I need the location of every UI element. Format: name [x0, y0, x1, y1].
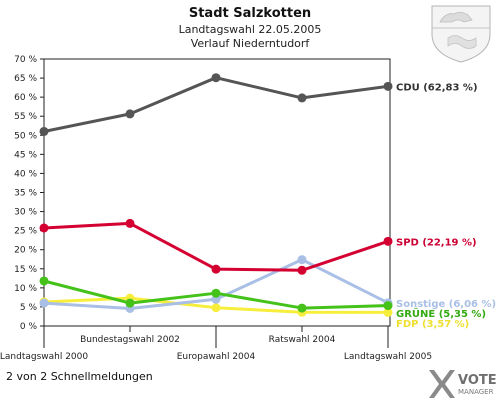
y-tick-label: 35 %	[14, 189, 37, 199]
end-label-sonstige: Sonstige (6,06 %)	[396, 299, 496, 310]
y-tick-label: 30 %	[14, 208, 37, 218]
x-tick-label: Landtagswahl 2005	[344, 352, 432, 362]
y-tick-label: 5 %	[20, 303, 38, 313]
y-tick-label: 15 %	[14, 265, 37, 275]
footer-note: 2 von 2 Schnellmeldungen	[6, 370, 153, 383]
coat-of-arms-icon	[431, 5, 491, 63]
y-tick-label: 55 %	[14, 112, 37, 122]
end-label-spd: SPD (22,19 %)	[396, 237, 477, 248]
series-point-fdp	[211, 303, 221, 313]
series-point-sonstige	[39, 298, 49, 308]
end-label-grüne: GRÜNE (5,35 %)	[396, 306, 486, 320]
series-line-spd	[43, 221, 389, 272]
series-point-grüne	[125, 298, 135, 308]
y-tick-label: 65 %	[14, 74, 37, 84]
series-point-spd	[383, 236, 393, 246]
plot-area-frame	[43, 58, 391, 327]
x-tick-label: Landtagswahl 2000	[0, 352, 88, 362]
series-point-grüne	[297, 303, 307, 313]
end-label-layer: CDU (62,83 %) SPD (22,19 %) Sonstige (6,06…	[396, 82, 496, 330]
y-tick-label: 70 %	[14, 55, 37, 65]
brand-vote-text: VOTE	[458, 373, 497, 388]
series-point-cdu	[125, 109, 135, 119]
y-tick-label: 45 %	[14, 150, 37, 160]
series-point-spd	[211, 264, 221, 274]
y-axis: 0 % 5 % 10 % 15 % 20 % 25 % 30 % 35 % 40 % 45 % 50…	[14, 55, 44, 332]
y-tick-label: 50 %	[14, 131, 37, 141]
x-tick-label: Bundestagswahl 2002	[80, 335, 180, 345]
chart-subtitle-election: Landtagswahl 22.05.2005	[179, 23, 322, 36]
chart-subtitle-district: Verlauf Niederntudorf	[191, 37, 311, 50]
series-line-cdu	[43, 76, 389, 133]
y-tick-label: 60 %	[14, 93, 37, 103]
end-label-cdu: CDU (62,83 %)	[396, 82, 478, 93]
brand-manager-text: MANAGER	[458, 388, 494, 396]
series-point-grüne	[39, 276, 49, 286]
series-point-fdp	[383, 307, 393, 317]
series-point-spd	[39, 223, 49, 233]
y-tick-label: 25 %	[14, 227, 37, 237]
end-label-fdp: FDP (3,57 %)	[396, 319, 469, 330]
x-tick-label: Ratswahl 2004	[269, 335, 336, 345]
series-point-sonstige	[297, 255, 307, 265]
y-tick-label: 20 %	[14, 246, 37, 256]
series-point-cdu	[211, 73, 221, 83]
series-point-spd	[297, 265, 307, 275]
series-point-spd	[125, 218, 135, 228]
series-point-cdu	[39, 126, 49, 136]
series-point-grüne	[383, 301, 393, 311]
series-layer	[39, 73, 393, 317]
y-tick-label: 10 %	[14, 284, 37, 294]
chart-title: Stadt Salzkotten	[189, 6, 311, 21]
y-tick-label: 40 %	[14, 169, 37, 179]
y-tick-label: 0 %	[20, 322, 38, 332]
votemanager-logo-icon: VOTE MANAGER	[429, 370, 497, 398]
series-point-cdu	[383, 81, 393, 91]
x-tick-label: Europawahl 2004	[177, 352, 256, 362]
series-point-cdu	[297, 93, 307, 103]
series-point-grüne	[211, 288, 221, 298]
x-axis: Landtagswahl 2000 Bundestagswahl 2002 Euro…	[0, 326, 432, 362]
